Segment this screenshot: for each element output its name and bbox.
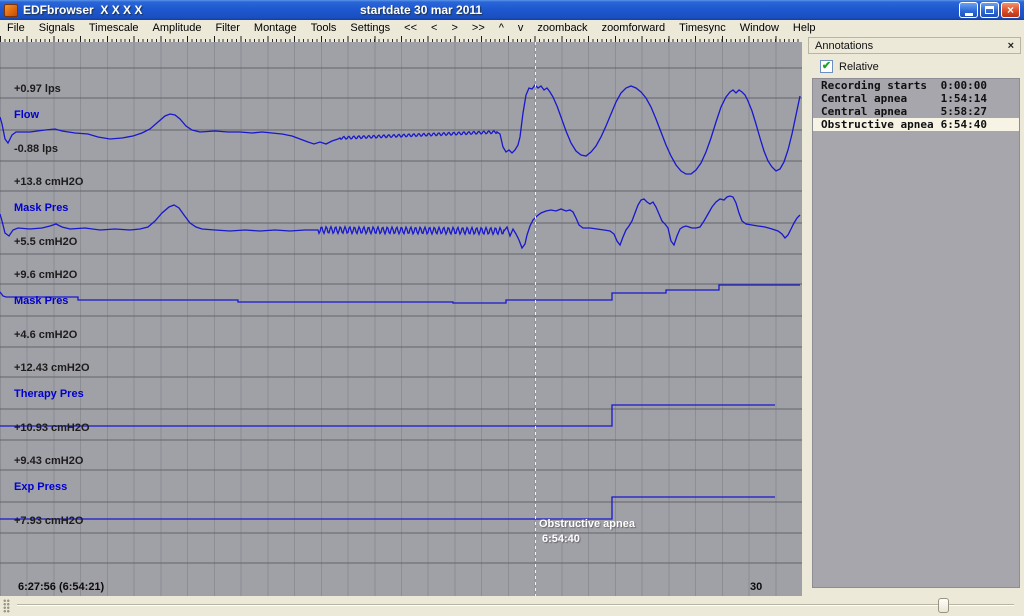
annotation-name: Central apnea: [821, 105, 908, 118]
annotation-time: 6:54:40: [940, 118, 987, 131]
menu-item-nav[interactable]: ^: [498, 22, 504, 34]
annotation-name: Central apnea: [821, 92, 908, 105]
menu-item-help[interactable]: Help: [792, 22, 816, 34]
menu-item-nav[interactable]: <: [431, 22, 438, 34]
page-duration: 30: [750, 581, 763, 593]
window-controls: ×: [959, 2, 1020, 18]
chart-column: 6:27:56 (6:54:21) 30 +0.97 lps Flow -0.88 …: [0, 36, 802, 596]
maximize-icon: [985, 6, 994, 14]
timescale-ruler: [0, 36, 802, 42]
minimize-button[interactable]: [959, 2, 978, 18]
signal-trace: [0, 84, 801, 175]
menu-item-zoomback[interactable]: zoomback: [537, 22, 588, 34]
annotation-row[interactable]: Recording starts 0:00:00: [813, 79, 1019, 92]
menu-item-tools[interactable]: Tools: [310, 22, 337, 34]
minimize-icon: [964, 12, 973, 16]
panel-splitter[interactable]: [802, 36, 808, 596]
menu-item-zoomforward[interactable]: zoomforward: [601, 22, 666, 34]
relative-checkbox-label: Relative: [839, 60, 879, 73]
annotations-panel-title: Annotations: [815, 39, 874, 52]
slider-track[interactable]: [17, 604, 1014, 606]
annotation-row[interactable]: Central apnea 1:54:14: [813, 92, 1019, 105]
menu-item-signals[interactable]: Signals: [38, 22, 75, 34]
menu-item-montage[interactable]: Montage: [253, 22, 297, 34]
channel-lower-value: +10.93 cmH2O: [14, 422, 90, 434]
page-start-time: 6:27:56 (6:54:21): [18, 581, 105, 593]
menu-item-v[interactable]: v: [517, 22, 524, 34]
panel-close-icon[interactable]: ×: [1007, 39, 1014, 52]
signal-trace: [0, 284, 800, 304]
menu-item-timescale[interactable]: Timescale: [88, 22, 139, 34]
menu-item-window[interactable]: Window: [739, 22, 779, 34]
channel-label: Mask Pres: [14, 295, 69, 307]
channel-label: Therapy Pres: [14, 388, 84, 400]
channel-label: Mask Pres: [14, 202, 69, 214]
channel-lower-value: +5.5 cmH2O: [14, 236, 78, 248]
channel-upper-value: +9.6 cmH2O: [14, 269, 78, 281]
signal-trace: [0, 195, 801, 250]
signal-traces: [0, 67, 802, 564]
annotation-name: Obstructive apnea: [821, 118, 934, 131]
chart-area[interactable]: 6:27:56 (6:54:21) 30 +0.97 lps Flow -0.88 …: [0, 42, 802, 596]
annotation-marker-line: [535, 42, 536, 596]
annotation-marker-label: Obstructive apnea: [539, 518, 635, 530]
channel-upper-value: +13.8 cmH2O: [14, 176, 84, 188]
channel-lower-value: -0.88 lps: [14, 143, 59, 155]
main-area: 6:27:56 (6:54:21) 30 +0.97 lps Flow -0.88 …: [0, 36, 1024, 596]
slider-handle[interactable]: [938, 598, 949, 613]
annotations-panel: Annotations × ✔ Relative Recording start…: [808, 36, 1024, 596]
annotation-name: Recording starts: [821, 79, 927, 92]
app-icon: [4, 3, 18, 17]
channel-lower-value: +7.93 cmH2O: [14, 515, 84, 527]
check-icon: ✔: [821, 60, 832, 72]
annotation-list: Recording starts 0:00:00 Central apnea 1:54…: [812, 78, 1020, 588]
annotation-row[interactable]: Obstructive apnea 6:54:40: [813, 118, 1019, 131]
menu-item-file[interactable]: File: [7, 22, 25, 34]
channel-lower-value: +4.6 cmH2O: [14, 329, 78, 341]
close-icon: ×: [1006, 3, 1014, 17]
annotations-panel-header: Annotations ×: [808, 37, 1021, 54]
bottom-slider-bar: [0, 596, 1024, 616]
grip-handle-icon: [3, 599, 10, 613]
channel-upper-value: +9.43 cmH2O: [14, 455, 84, 467]
channel-upper-value: +12.43 cmH2O: [14, 362, 90, 374]
signal-trace: [0, 496, 775, 520]
close-button[interactable]: ×: [1001, 2, 1020, 18]
annotation-marker-time: 6:54:40: [542, 533, 580, 545]
menu-item-filter[interactable]: Filter: [215, 22, 240, 34]
channel-label: Exp Press: [14, 481, 68, 493]
signal-trace: [0, 404, 775, 427]
maximize-button[interactable]: [980, 2, 999, 18]
title-bar: EDFbrowser X X X X startdate 30 mar 2011…: [0, 0, 1024, 20]
menu-item-timesync[interactable]: Timesync: [679, 22, 726, 34]
annotation-time: 1:54:14: [940, 92, 987, 105]
menu-item-nav[interactable]: >: [451, 22, 458, 34]
annotation-row[interactable]: Central apnea 5:58:27: [813, 105, 1019, 118]
relative-checkbox-row: ✔ Relative: [808, 54, 1021, 78]
menu-item-amplitude[interactable]: Amplitude: [152, 22, 202, 34]
menu-item-nav[interactable]: >>: [471, 22, 485, 34]
menu-item-settings[interactable]: Settings: [350, 22, 391, 34]
startdate-title: startdate 30 mar 2011: [360, 3, 483, 17]
menu-item-nav[interactable]: <<: [404, 22, 418, 34]
annotation-time: 0:00:00: [940, 79, 987, 92]
menubar: File Signals Timescale Amplitude Filter Monta…: [0, 20, 1024, 36]
annotation-time: 5:58:27: [940, 105, 987, 118]
relative-checkbox[interactable]: ✔: [820, 60, 833, 73]
window-title: EDFbrowser X X X X: [23, 3, 143, 17]
channel-upper-value: +0.97 lps: [14, 83, 61, 95]
channel-label: Flow: [14, 109, 40, 121]
